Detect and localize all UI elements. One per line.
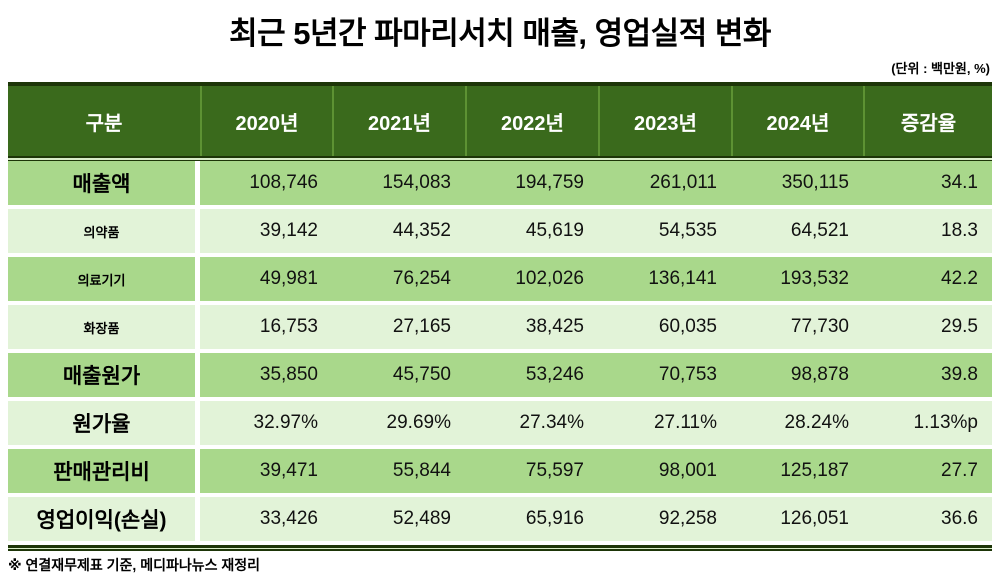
cell-value: 60,035 [598,305,731,353]
header-body-divider [8,156,992,161]
header-cell-gubun: 구분 [85,112,123,135]
cell-value: 193,532 [731,257,863,305]
cell-value: 64,521 [731,209,863,257]
cell-value: 49,981 [200,257,332,305]
cell-value: 29.5 [863,305,992,353]
cell-value: 76,254 [332,257,465,305]
cell-value: 45,619 [465,209,598,257]
row-label: 화장품 [8,305,200,353]
cell-value: 108,746 [200,161,332,209]
header-cell-change: 증감율 [863,86,992,156]
cell-value: 65,916 [465,497,598,545]
table-row: 매출액 108,746 154,083 194,759 261,011 350,115 34… [8,161,992,209]
cell-value: 44,352 [332,209,465,257]
cell-value: 34.1 [863,161,992,209]
cell-value: 1.13%p [863,401,992,449]
cell-value: 39,471 [200,449,332,497]
cell-value: 27.11% [598,401,731,449]
cell-value: 33,426 [200,497,332,545]
table-body: 매출액 108,746 154,083 194,759 261,011 350,115 34… [8,161,992,545]
cell-value: 32.97% [200,401,332,449]
header-cell-2020: 2020년 [200,86,332,156]
page-title: 최근 5년간 파마리서치 매출, 영업실적 변화 [229,16,771,51]
table-row: 의료기기 49,981 76,254 102,026 136,141 193,532 42.… [8,257,992,305]
cell-value: 125,187 [731,449,863,497]
cell-value: 70,753 [598,353,731,401]
table-row: 원가율 32.97% 29.69% 27.34% 27.11% 28.24% 1.13%p [8,401,992,449]
cell-value: 98,878 [731,353,863,401]
row-label: 의료기기 [8,257,200,305]
cell-value: 18.3 [863,209,992,257]
cell-value: 39.8 [863,353,992,401]
table-row: 영업이익(손실) 33,426 52,489 65,916 92,258 126,051 3… [8,497,992,545]
cell-value: 45,750 [332,353,465,401]
cell-value: 28.24% [731,401,863,449]
financial-table: 구분 2020년 2021년 2022년 2023년 2024년 증감율 매출액… [8,82,992,551]
cell-value: 29.69% [332,401,465,449]
cell-value: 27.34% [465,401,598,449]
cell-value: 92,258 [598,497,731,545]
cell-value: 194,759 [465,161,598,209]
table-row: 화장품 16,753 27,165 38,425 60,035 77,730 29.5 [8,305,992,353]
header-cell-2022: 2022년 [465,86,598,156]
cell-value: 350,115 [731,161,863,209]
table-bottom-border [8,545,992,551]
row-label: 매출액 [8,161,200,209]
cell-value: 98,001 [598,449,731,497]
cell-value: 38,425 [465,305,598,353]
cell-value: 52,489 [332,497,465,545]
source-note: ※ 연결재무제표 기준, 메디파나뉴스 재정리 [8,557,261,573]
table-row: 매출원가 35,850 45,750 53,246 70,753 98,878 39.8 [8,353,992,401]
cell-value: 55,844 [332,449,465,497]
table-row: 의약품 39,142 44,352 45,619 54,535 64,521 18.3 [8,209,992,257]
unit-note: (단위 : 백만원, %) [891,61,990,76]
row-label: 원가율 [8,401,200,449]
row-label: 매출원가 [8,353,200,401]
cell-value: 261,011 [598,161,731,209]
cell-value: 75,597 [465,449,598,497]
header-cell-2021: 2021년 [332,86,465,156]
cell-value: 53,246 [465,353,598,401]
row-label: 판매관리비 [8,449,200,497]
cell-value: 16,753 [200,305,332,353]
cell-value: 102,026 [465,257,598,305]
cell-value: 27.7 [863,449,992,497]
cell-value: 39,142 [200,209,332,257]
cell-value: 27,165 [332,305,465,353]
cell-value: 42.2 [863,257,992,305]
infographic-page: 최근 5년간 파마리서치 매출, 영업실적 변화 (단위 : 백만원, %) 구… [0,8,1000,573]
table-header-row: 구분 2020년 2021년 2022년 2023년 2024년 증감율 [8,86,992,156]
header-cell-2024: 2024년 [731,86,863,156]
header-cell-2023: 2023년 [598,86,731,156]
cell-value: 35,850 [200,353,332,401]
cell-value: 154,083 [332,161,465,209]
cell-value: 136,141 [598,257,731,305]
cell-value: 126,051 [731,497,863,545]
cell-value: 54,535 [598,209,731,257]
row-label: 영업이익(손실) [8,497,200,545]
cell-value: 36.6 [863,497,992,545]
table-row: 판매관리비 39,471 55,844 75,597 98,001 125,187 27.7 [8,449,992,497]
row-label: 의약품 [8,209,200,257]
cell-value: 77,730 [731,305,863,353]
